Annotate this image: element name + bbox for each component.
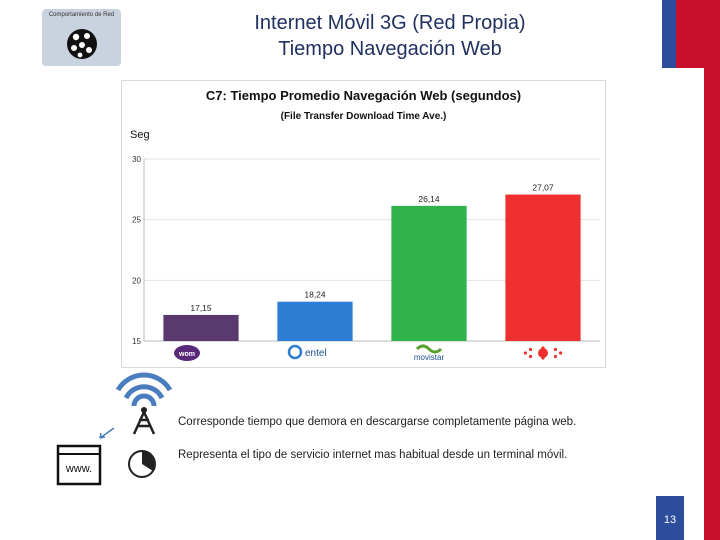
y-axis-label: Seg (130, 129, 150, 141)
claro-logo-dot (523, 351, 527, 355)
www-text: www. (65, 463, 92, 475)
network-globe-icon (67, 29, 97, 59)
bar-entel (277, 301, 353, 341)
section-badge: Comportamiento de Red (42, 9, 121, 66)
claro-logo-mark (538, 348, 548, 358)
bar-claro (505, 194, 581, 341)
title-line-1: Internet Móvil 3G (Red Propia) (254, 12, 526, 34)
title-line-2: Tiempo Navegación Web (278, 38, 502, 60)
data-label: 17,15 (190, 303, 212, 313)
x-tick-label: entel (305, 348, 327, 359)
y-tick-label: 15 (132, 337, 141, 346)
bar-movistar (391, 205, 467, 341)
icon-group: www. (56, 372, 173, 486)
chart-subtitle: (File Transfer Download Time Ave.) (280, 111, 447, 122)
claro-logo-dot (541, 356, 545, 360)
browser-www-icon: www. (56, 444, 102, 486)
flag-red-stripe (676, 0, 720, 68)
badge-label: Comportamiento de Red (48, 12, 115, 18)
data-label: 27,07 (532, 183, 554, 193)
x-tick-label: movistar (414, 353, 445, 362)
side-red-bar (704, 68, 720, 540)
x-tick-label: wom (178, 351, 195, 358)
clock-pie-icon (128, 450, 156, 478)
y-tick-label: 20 (132, 276, 141, 285)
page-title: Internet Móvil 3G (Red Propia) Tiempo Na… (190, 10, 590, 62)
claro-logo-dot (553, 354, 558, 359)
note-line-1: Corresponde tiempo que demora en descarg… (178, 416, 577, 428)
page-number: 13 (663, 514, 677, 526)
entel-logo-mark (287, 344, 303, 360)
antenna-icon (115, 372, 173, 435)
note-line-2: Representa el tipo de servicio internet … (178, 449, 568, 461)
bar-wom (163, 314, 239, 341)
claro-logo-dot (528, 347, 533, 352)
flag-blue-stripe (662, 0, 676, 68)
claro-logo-dot (528, 354, 533, 359)
claro-logo-dot (559, 351, 563, 355)
claro-logo-dot (553, 347, 558, 352)
data-label: 26,14 (418, 194, 440, 204)
wom-logo-bg (174, 345, 200, 361)
y-tick-label: 25 (132, 216, 141, 225)
bar-chart: 15 20 25 30 17,15 18,24 26,14 27,07 wom entel movi… (132, 155, 600, 362)
transfer-arrows-icon (99, 427, 115, 439)
y-tick-label: 30 (132, 155, 141, 164)
claro-logo-dot (541, 346, 545, 350)
chart-title: C7: Tiempo Promedio Navegación Web (segu… (205, 88, 522, 103)
page-number-box (656, 496, 684, 540)
data-label: 18,24 (304, 290, 326, 300)
chart-container: 15 20 25 30 17,15 18,24 26,14 27,07 wom entel movi… (121, 80, 606, 368)
movistar-logo-mark (415, 344, 443, 354)
